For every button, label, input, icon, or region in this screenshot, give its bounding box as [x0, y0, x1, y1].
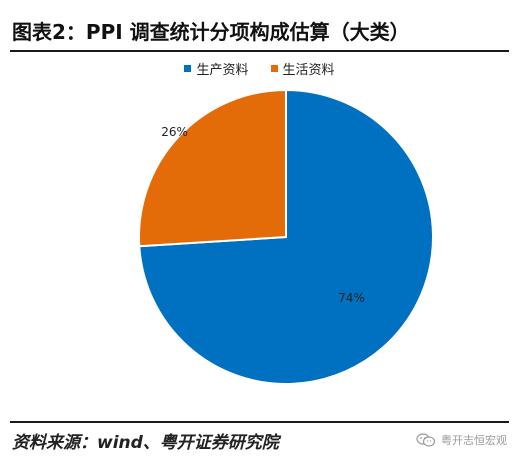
chart-title: 图表2：PPI 调查统计分项构成估算（大类）	[12, 20, 410, 44]
legend: 生产资料 生活资料	[0, 59, 519, 78]
pie-chart: 74% 26%	[138, 88, 434, 385]
watermark-text: 粤开志恒宏观	[441, 434, 507, 447]
legend-item-consumer: 生活资料	[270, 59, 335, 78]
source-note: 资料来源：wind、粤开证券研究院	[12, 433, 279, 453]
title-divider	[10, 50, 509, 52]
pie-data-label-production: 74%	[338, 291, 365, 305]
watermark: 粤开志恒宏观	[416, 432, 507, 448]
pie-data-label-consumer: 26%	[161, 125, 188, 139]
legend-label-production: 生产资料	[196, 63, 249, 78]
pie-slice-consumer	[138, 88, 287, 248]
legend-swatch-production	[184, 65, 192, 72]
wechat-icon	[416, 433, 436, 447]
legend-label-consumer: 生活资料	[282, 63, 335, 78]
pie-data-labels: 74% 26%	[161, 125, 364, 305]
legend-item-production: 生产资料	[184, 59, 249, 78]
legend-swatch-consumer	[270, 65, 278, 72]
pie-slices	[138, 88, 434, 385]
footer-divider	[10, 421, 509, 423]
